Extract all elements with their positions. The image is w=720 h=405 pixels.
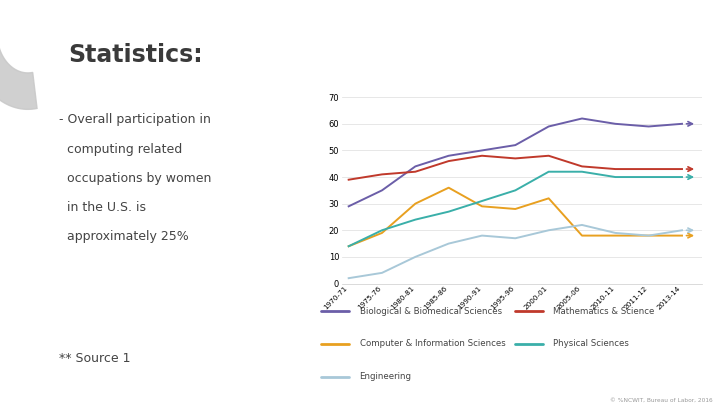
Text: in the U.S. is: in the U.S. is: [59, 201, 146, 214]
Text: occupations by women: occupations by women: [59, 172, 211, 185]
Polygon shape: [0, 20, 37, 109]
Text: ** Source 1: ** Source 1: [59, 352, 130, 365]
Text: computing related: computing related: [59, 143, 182, 156]
Text: approximately 25%: approximately 25%: [59, 230, 189, 243]
Text: © %NCWIT, Bureau of Labor, 2016: © %NCWIT, Bureau of Labor, 2016: [610, 398, 712, 403]
Text: Statistics:: Statistics:: [68, 43, 203, 66]
Text: Mathematics & Science: Mathematics & Science: [553, 307, 654, 315]
Text: Computer & Information Sciences: Computer & Information Sciences: [359, 339, 505, 348]
Text: Engineering: Engineering: [359, 372, 412, 382]
Text: - Overall participation in: - Overall participation in: [59, 113, 211, 126]
Text: Physical Sciences: Physical Sciences: [553, 339, 629, 348]
Text: Biological & Biomedical Sciences: Biological & Biomedical Sciences: [359, 307, 502, 315]
Text: FIG. 1.3 //  Female Percentage of Select STEM Undergraduate Degree Recipients: FIG. 1.3 // Female Percentage of Select …: [323, 61, 720, 70]
